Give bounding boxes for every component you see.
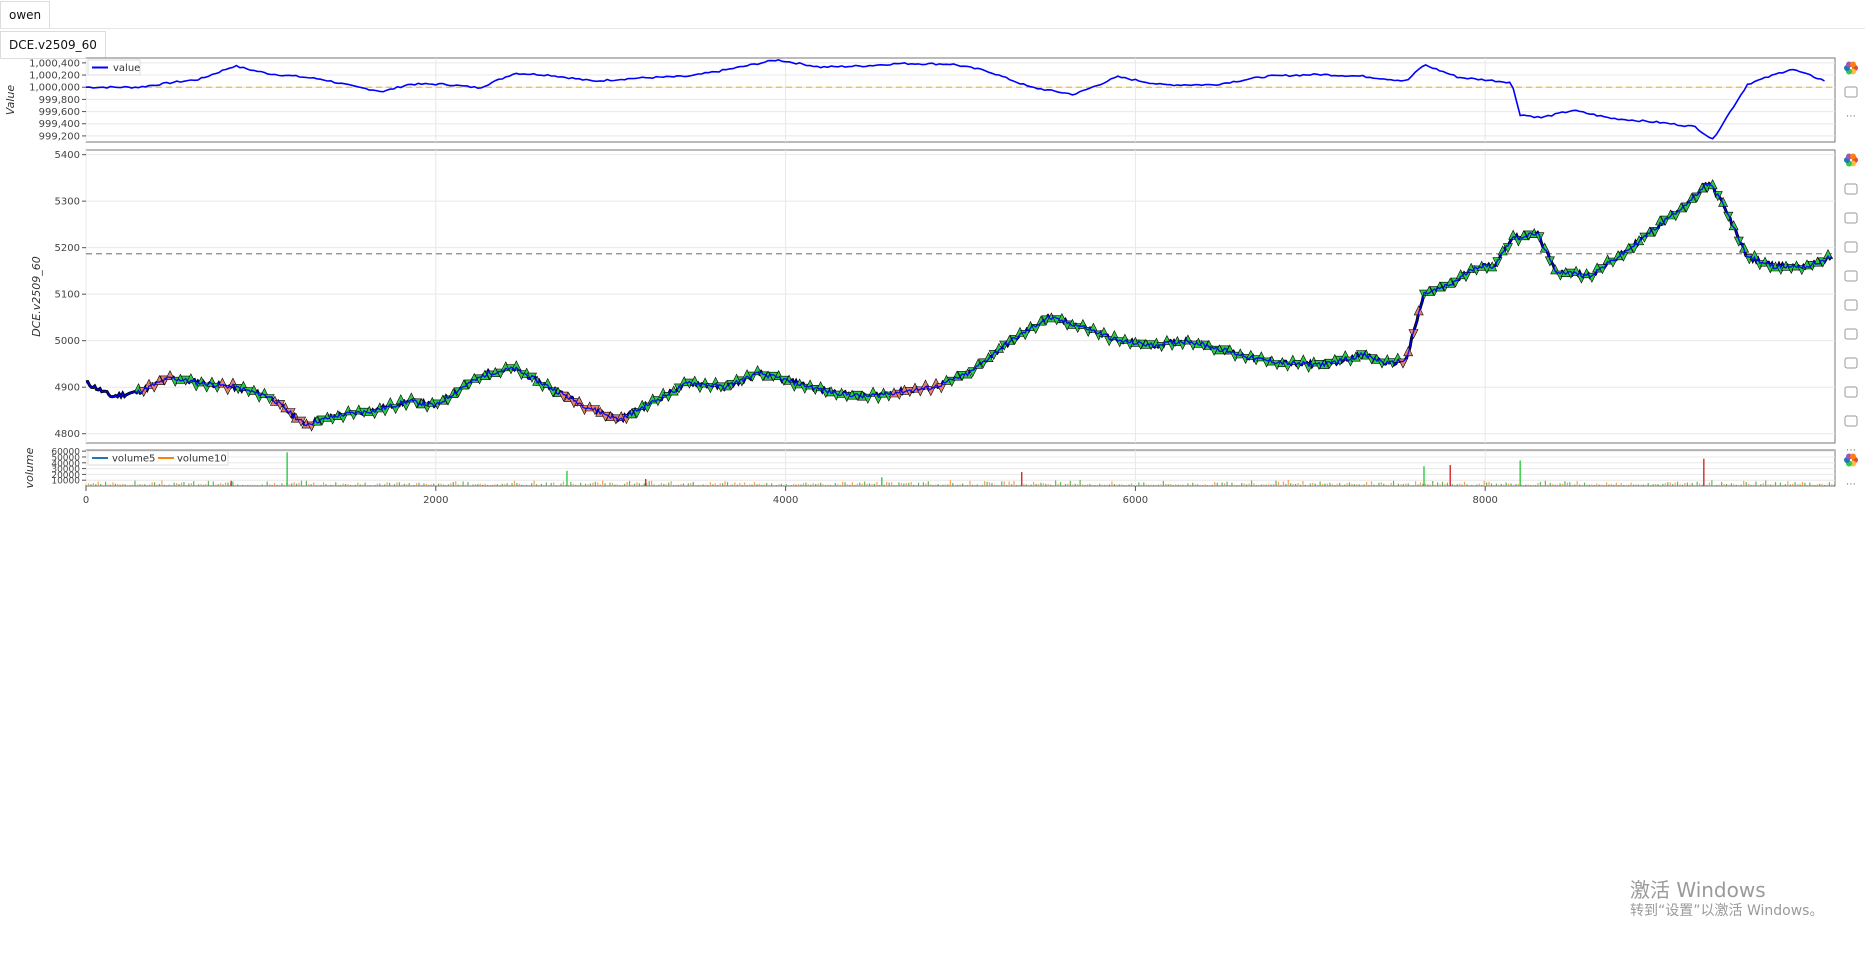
box-zoom-icon-1[interactable] (1844, 212, 1858, 224)
logo-dot-0-5 (1850, 61, 1856, 68)
ytick-label-1-2: 5000 (55, 336, 80, 347)
trade-marker-322 (1823, 249, 1833, 259)
ytick-label-2-5: 60000 (51, 448, 80, 458)
trade-marker-60 (448, 388, 459, 399)
tool-glyph-1-4 (1844, 270, 1858, 282)
price-overlay-line (85, 182, 1833, 427)
ytick-label-0-6: 1,000,400 (29, 58, 80, 69)
legend-label-volume10: volume10 (177, 454, 227, 465)
ytick-label-1-1: 4900 (55, 383, 80, 394)
tab-owen[interactable]: owen (0, 1, 51, 28)
trade-marker-106 (689, 375, 700, 386)
logo-dot-2-5 (1850, 453, 1856, 460)
trade-marker-162 (983, 352, 994, 363)
tool-glyph-0-1 (1844, 86, 1858, 98)
tab-dce-v2509-60[interactable]: DCE.v2509_60 (0, 31, 106, 59)
trade-marker-51 (401, 400, 412, 411)
tool-glyph-1-5 (1844, 299, 1858, 311)
tool-glyph-1-8 (1844, 386, 1858, 398)
tab-bar: owen (0, 0, 1865, 29)
bokeh-logo-icon-1[interactable] (1844, 153, 1858, 167)
ytick-label-1-4: 5200 (55, 243, 80, 254)
more-icon-2[interactable]: ⋯ (1846, 479, 1856, 490)
value-line (85, 58, 1825, 140)
ytick-label-0-1: 999,400 (39, 119, 80, 130)
xtick-label-3: 6000 (1123, 495, 1148, 506)
ylabel-0: Value (4, 85, 17, 116)
trade-marker-305 (1733, 236, 1744, 247)
pan-icon-1[interactable] (1844, 183, 1858, 195)
tool-glyph-1-3 (1844, 241, 1858, 253)
more-glyph-0: ⋯ (1846, 111, 1856, 122)
tool-glyph-1-7 (1844, 357, 1858, 369)
legend-box-value (87, 59, 141, 76)
legend-label-value: value (113, 63, 140, 74)
more-icon-0[interactable]: ⋯ (1846, 111, 1856, 122)
trade-marker-47 (380, 406, 391, 417)
trade-marker-308 (1749, 250, 1760, 260)
trade-marker-290 (1655, 215, 1666, 226)
ytick-label-1-6: 5400 (55, 150, 80, 161)
hover-icon-1[interactable] (1844, 386, 1858, 398)
legend-label-volume5: volume5 (112, 454, 155, 465)
ytick-label-1-5: 5300 (55, 197, 80, 208)
ytick-label-2-3: 40000 (51, 459, 80, 469)
logo-dot-1-5 (1850, 153, 1856, 160)
crosshair-icon-1[interactable] (1844, 415, 1858, 427)
save-icon-1[interactable] (1844, 357, 1858, 369)
trade-marker-171 (1030, 324, 1041, 335)
trade-marker-78 (542, 377, 553, 388)
reset-icon-1[interactable] (1844, 328, 1858, 340)
xtick-label-2: 4000 (773, 495, 798, 506)
tool-glyph-1-1 (1844, 183, 1858, 195)
undo-icon-1[interactable] (1844, 270, 1858, 282)
trade-marker-269 (1544, 256, 1555, 267)
panel-frame-1 (85, 149, 1836, 444)
bokeh-logo-icon-2[interactable] (1844, 453, 1858, 467)
ytick-label-2-1: 20000 (51, 471, 80, 481)
wheel-zoom-icon-1[interactable] (1844, 241, 1858, 253)
trade-marker-153 (936, 383, 947, 394)
ytick-label-0-0: 999,200 (39, 131, 80, 142)
chart-area[interactable]: 999,200999,400999,600999,8001,000,0001,0… (0, 50, 1865, 570)
more-glyph-1: ⋯ (1846, 445, 1856, 456)
ytick-label-2-2: 30000 (51, 465, 80, 475)
trade-marker-222 (1298, 354, 1309, 365)
ytick-label-2-0: 10000 (51, 477, 80, 487)
trade-marker-89 (600, 411, 611, 422)
trade-marker-302 (1718, 196, 1729, 207)
xtick-label-4: 8000 (1472, 495, 1497, 506)
bokeh-logo-icon-0[interactable] (1844, 61, 1858, 75)
trade-marker-268 (1539, 242, 1550, 253)
trade-marker-39 (338, 413, 349, 424)
ylabel-2: volume (23, 447, 36, 488)
ytick-label-1-0: 4800 (55, 429, 80, 440)
watermark-line2: 转到“设置”以激活 Windows。 (1630, 903, 1824, 919)
redo-icon-1[interactable] (1844, 299, 1858, 311)
trade-marker-285 (1628, 243, 1639, 254)
more-icon-1[interactable]: ⋯ (1846, 445, 1856, 456)
ytick-label-0-5: 1,000,200 (29, 71, 80, 82)
watermark-line1: 激活 Windows (1630, 878, 1766, 902)
trade-marker-303 (1723, 211, 1734, 222)
ytick-label-0-4: 1,000,000 (29, 83, 80, 94)
more-glyph-2: ⋯ (1846, 479, 1856, 490)
tool-glyph-1-2 (1844, 212, 1858, 224)
panel-frame-0 (85, 57, 1836, 143)
trade-marker-17 (222, 385, 233, 396)
ytick-label-0-3: 999,800 (39, 95, 80, 106)
trade-marker-294 (1676, 202, 1687, 213)
ytick-label-0-2: 999,600 (39, 107, 80, 118)
ylabel-1: DCE.v2509_60 (30, 256, 43, 337)
trade-marker-53 (411, 398, 422, 409)
trade-marker-72 (511, 360, 522, 371)
tool-glyph-1-9 (1844, 415, 1858, 427)
pan-icon-0[interactable] (1844, 86, 1858, 98)
xtick-label-1: 2000 (423, 495, 448, 506)
xtick-label-0: 0 (83, 495, 89, 506)
ytick-label-2-4: 50000 (51, 453, 80, 463)
ytick-label-1-3: 5100 (55, 290, 80, 301)
tool-glyph-1-6 (1844, 328, 1858, 340)
